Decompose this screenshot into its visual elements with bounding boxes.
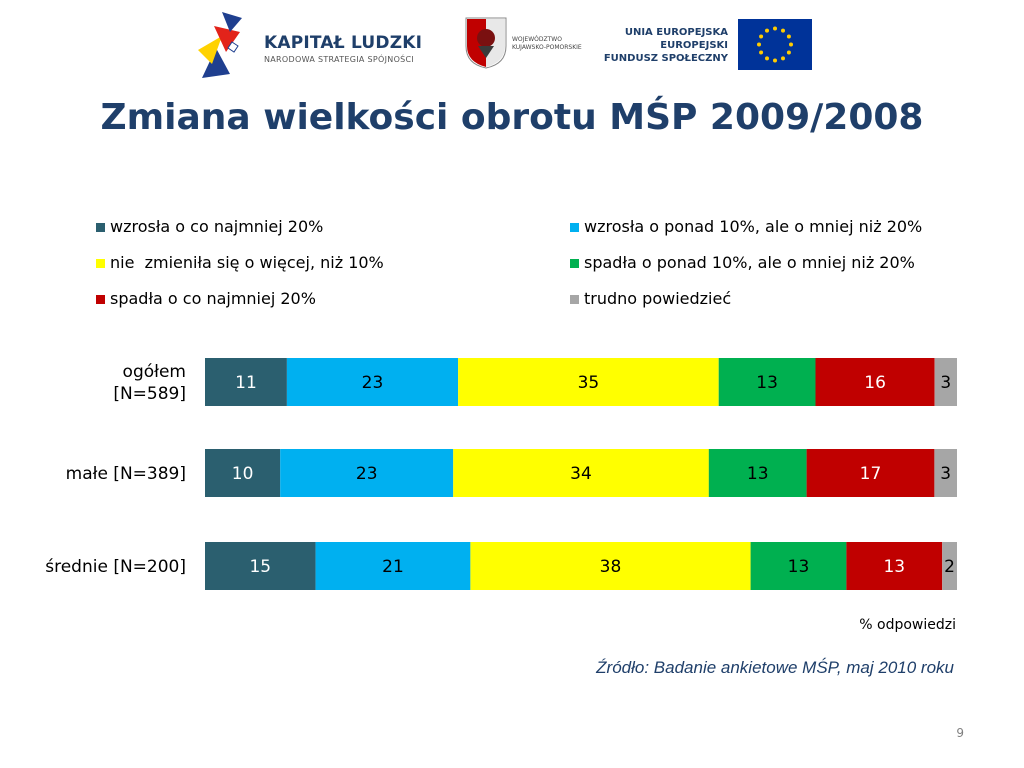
legend-label: wzrosła o co najmniej 20% <box>110 217 324 236</box>
eu-star-icon <box>773 58 777 63</box>
eu-line-3: FUNDUSZ SPOŁECZNY <box>603 53 728 64</box>
legend-label: nie zmieniła się o więcej, niż 10% <box>110 253 384 272</box>
bar-segment <box>750 542 847 590</box>
data-label: 2 <box>944 557 955 577</box>
data-label: 13 <box>788 557 810 577</box>
bar-segment <box>708 449 807 497</box>
bar-segment <box>815 358 935 406</box>
region-line-1: WOJEWÓDZTWO <box>512 36 562 43</box>
eu-star-icon <box>781 56 785 61</box>
eu-line-1: UNIA EUROPEJSKA <box>624 27 728 38</box>
category-label: małe [N=389] <box>66 464 186 484</box>
eu-star-icon <box>765 56 769 61</box>
category-label-line: [N=589] <box>113 384 186 404</box>
eu-star-icon <box>773 26 777 31</box>
bar-segment <box>205 449 281 497</box>
data-label: 15 <box>249 557 271 577</box>
legend-label: spadła o co najmniej 20% <box>110 289 316 308</box>
data-label: 38 <box>600 557 622 577</box>
category-label-line: małe [N=389] <box>66 464 186 484</box>
bar-segment <box>806 449 935 497</box>
page-number: 9 <box>956 726 964 740</box>
data-label: 13 <box>883 557 905 577</box>
data-label: 34 <box>570 464 592 484</box>
legend-swatch <box>96 295 105 304</box>
bar-segment <box>286 358 459 406</box>
legend-label: wzrosła o ponad 10%, ale o mniej niż 20% <box>584 217 923 236</box>
region-name: WOJEWÓDZTWO KUJAWSKO-POMORSKIE <box>512 36 582 52</box>
legend-swatch <box>570 295 579 304</box>
data-label: 13 <box>747 464 769 484</box>
data-label: 35 <box>578 373 600 393</box>
bar-segment <box>205 542 316 590</box>
legend-swatch <box>96 223 105 232</box>
data-label: 17 <box>860 464 882 484</box>
bar-segment <box>934 358 957 406</box>
unit-note: % odpowiedzi <box>859 617 956 633</box>
category-label-line: ogółem <box>123 362 186 382</box>
bar-segment <box>280 449 454 497</box>
bar-segment <box>205 358 287 406</box>
bar-segment <box>315 542 471 590</box>
data-label: 10 <box>232 464 254 484</box>
bar-segment <box>470 542 751 590</box>
bar-segment <box>934 449 957 497</box>
kujawsko-pomorskie-crest-icon <box>465 17 507 69</box>
data-label: 13 <box>756 373 778 393</box>
bar-segment <box>453 449 709 497</box>
eu-star-icon <box>765 28 769 33</box>
legend-swatch <box>570 259 579 268</box>
data-label: 3 <box>940 464 951 484</box>
eu-fund-name: UNIA EUROPEJSKA EUROPEJSKI FUNDUSZ SPOŁE… <box>604 26 728 65</box>
logo-bar: KAPITAŁ LUDZKI NARODOWA STRATEGIA SPÓJNO… <box>0 0 1024 90</box>
eu-star-icon <box>759 50 764 55</box>
bar-segment <box>846 542 943 590</box>
kapital-ludzki-name: KAPITAŁ LUDZKI <box>264 33 423 53</box>
data-label: 23 <box>362 373 384 393</box>
eu-star-icon <box>781 28 785 33</box>
eu-star-icon <box>789 42 793 47</box>
legend-swatch <box>570 223 579 232</box>
kapital-ludzki-logo-icon <box>196 8 246 80</box>
eu-star-icon <box>786 50 791 55</box>
category-label: średnie [N=200] <box>45 557 186 577</box>
legend-label: trudno powiedzieć <box>584 289 732 308</box>
legend-swatch <box>96 259 105 268</box>
eu-line-2: EUROPEJSKI <box>660 40 728 51</box>
eu-star-icon <box>757 42 761 47</box>
eu-flag-icon <box>738 19 812 70</box>
data-label: 3 <box>940 373 951 393</box>
data-label: 11 <box>235 373 257 393</box>
data-label: 21 <box>382 557 404 577</box>
legend-label: spadła o ponad 10%, ale o mniej niż 20% <box>584 253 915 272</box>
category-label: ogółem [N=589] <box>113 362 186 404</box>
slide-title: Zmiana wielkości obrotu MŚP 2009/2008 <box>100 97 924 138</box>
eu-star-icon <box>786 34 791 39</box>
bar-segment <box>458 358 719 406</box>
kapital-ludzki-subtitle: NARODOWA STRATEGIA SPÓJNOŚCI <box>264 55 415 64</box>
bar-segment <box>942 542 957 590</box>
category-label-line: średnie [N=200] <box>45 557 186 577</box>
data-label: 16 <box>864 373 886 393</box>
eu-star-icon <box>759 34 764 39</box>
source-note: Źródło: Badanie ankietowe MŚP, maj 2010 … <box>596 658 954 677</box>
data-label: 23 <box>356 464 378 484</box>
bar-segment <box>718 358 816 406</box>
region-line-2: KUJAWSKO-POMORSKIE <box>512 44 582 51</box>
